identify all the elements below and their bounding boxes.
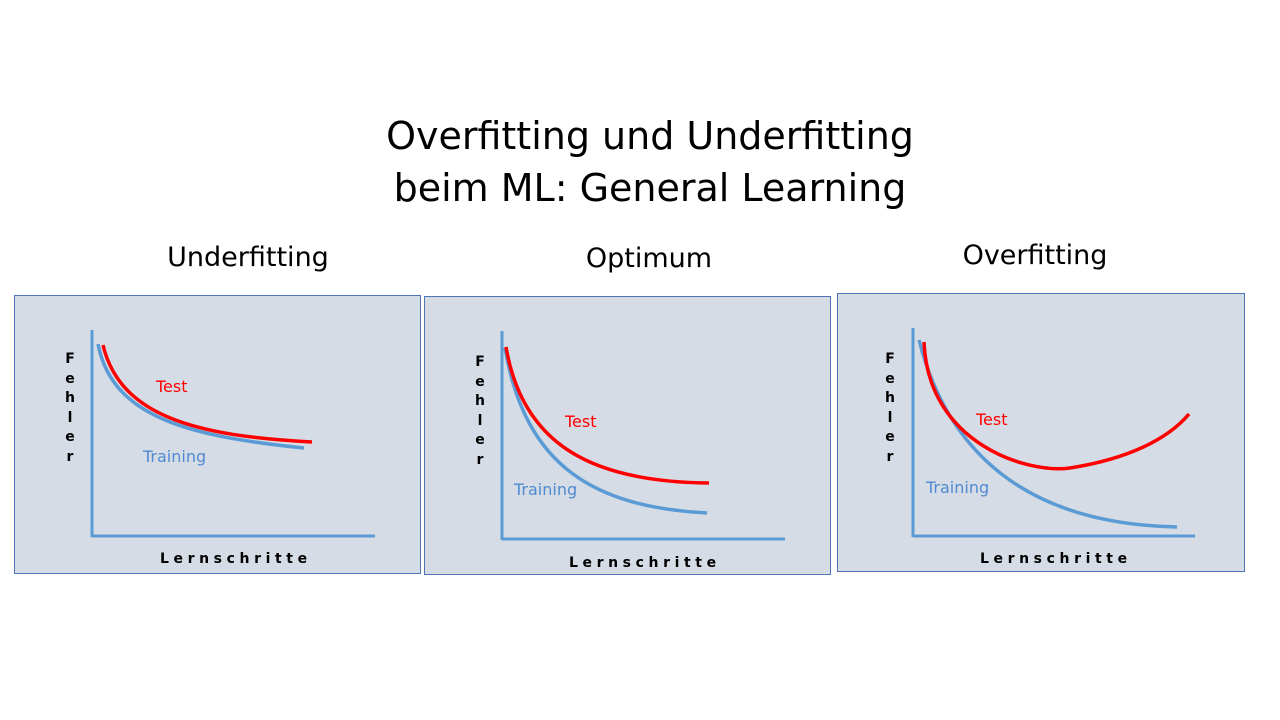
y-axis-label: F e h l e r — [475, 354, 485, 468]
title-line-1: Overfitting und Underfitting — [386, 114, 914, 158]
chart-panel-optimum: F e h l e r Lernschritte Test Training — [424, 296, 831, 575]
training-curve — [96, 343, 305, 450]
chart-panel-overfitting: F e h l e r Lernschritte Test Training — [837, 293, 1245, 572]
slide-title: Overfitting und Underfitting beim ML: Ge… — [0, 110, 1280, 214]
test-label: Test — [156, 377, 188, 396]
training-curve — [917, 339, 1178, 529]
training-label: Training — [926, 478, 990, 497]
test-label: Test — [565, 412, 597, 431]
test-curve — [922, 341, 1191, 471]
x-axis-label: Lernschritte — [569, 555, 721, 571]
chart-panel-underfitting: F e h l e r Lernschritte Test Training — [14, 295, 421, 574]
training-curve — [503, 347, 708, 515]
y-axis-label: F e h l e r — [65, 351, 75, 465]
panel-title-optimum: Optimum — [585, 243, 713, 274]
test-curve — [101, 344, 313, 444]
x-axis-label: Lernschritte — [980, 551, 1132, 567]
test-curve — [504, 346, 710, 485]
training-label: Training — [143, 447, 207, 466]
test-label: Test — [976, 410, 1008, 429]
title-line-2: beim ML: General Learning — [393, 166, 907, 210]
training-label: Training — [514, 480, 578, 499]
panel-title-overfitting: Overfitting — [962, 240, 1108, 271]
y-axis-label: F e h l e r — [885, 351, 895, 465]
chart-optimum — [500, 331, 785, 541]
panel-title-underfitting: Underfitting — [167, 242, 329, 273]
chart-overfitting — [911, 328, 1195, 538]
x-axis-label: Lernschritte — [160, 551, 312, 567]
chart-underfitting — [90, 330, 375, 538]
